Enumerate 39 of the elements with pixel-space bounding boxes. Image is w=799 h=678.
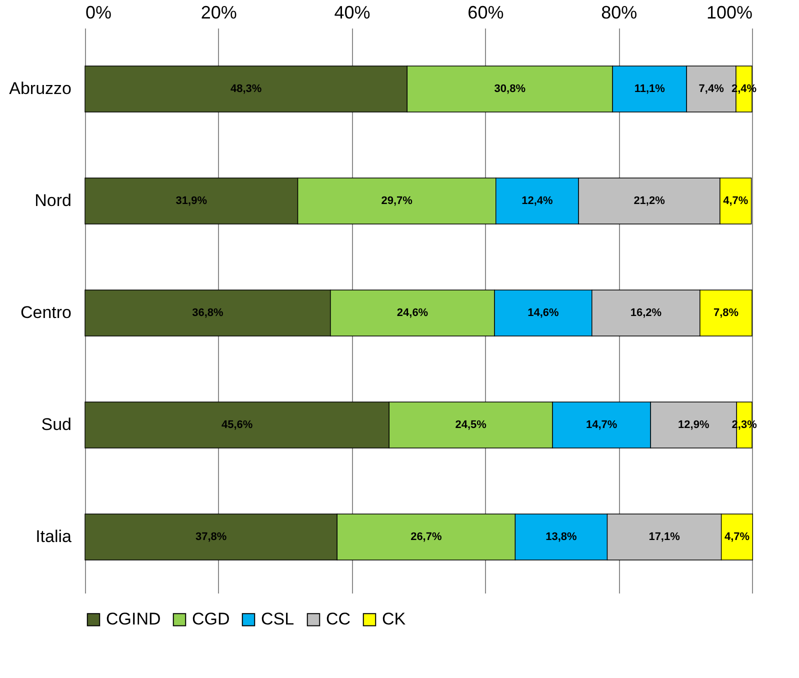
data-label: 48,3%	[230, 83, 262, 95]
data-label: 17,1%	[648, 531, 680, 543]
legend-label: CGIND	[106, 610, 161, 629]
legend-label: CSL	[261, 610, 294, 629]
y-tick-label: Nord	[34, 191, 72, 210]
x-tick-label: 80%	[601, 2, 638, 22]
legend-label: CC	[326, 610, 351, 629]
data-label: 7,4%	[698, 83, 724, 95]
data-label: 45,6%	[221, 419, 253, 431]
y-tick-label: Centro	[20, 303, 72, 322]
x-tick-label: 60%	[468, 2, 504, 22]
x-tick-label: 0%	[86, 2, 112, 22]
x-tick-label: 100%	[706, 2, 752, 22]
data-label: 21,2%	[634, 195, 666, 207]
data-label: 26,7%	[410, 531, 442, 543]
legend-label: CGD	[192, 610, 230, 629]
data-label: 16,2%	[630, 307, 662, 319]
data-label: 12,4%	[522, 195, 554, 207]
y-tick-label: Sud	[41, 415, 72, 434]
data-label: 13,8%	[546, 531, 578, 543]
x-tick-label: 20%	[200, 2, 237, 22]
data-label: 24,5%	[455, 419, 487, 431]
y-tick-label: Abruzzo	[9, 79, 72, 98]
data-label: 37,8%	[195, 531, 227, 543]
data-label: 4,7%	[724, 531, 750, 543]
legend-label: CK	[382, 610, 406, 629]
data-label: 36,8%	[192, 307, 224, 319]
data-label: 30,8%	[494, 83, 526, 95]
data-label: 4,7%	[723, 195, 748, 207]
data-label: 7,8%	[713, 307, 739, 319]
data-label: 29,7%	[381, 195, 413, 207]
x-tick-label: 40%	[334, 2, 370, 22]
y-tick-label: Italia	[36, 527, 72, 546]
data-label: 14,6%	[528, 307, 560, 319]
data-label: 11,1%	[634, 83, 666, 95]
data-label: 24,6%	[396, 307, 428, 319]
data-label: 31,9%	[176, 195, 208, 207]
data-label: 14,7%	[586, 419, 618, 431]
data-label: 12,9%	[678, 419, 710, 431]
